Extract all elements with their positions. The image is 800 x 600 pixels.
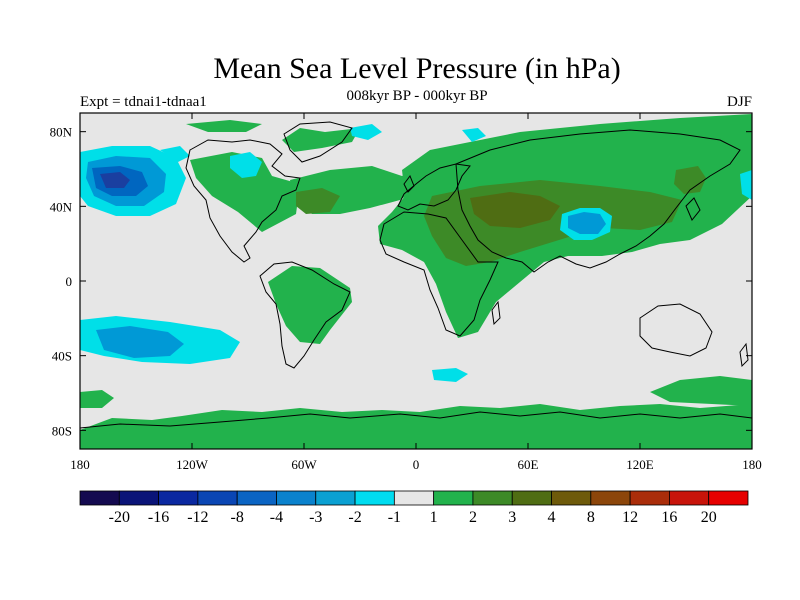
coastlines	[80, 121, 752, 429]
x-tick-label: 60E	[518, 457, 539, 472]
colorbar-label: 1	[430, 509, 438, 526]
x-tick-label: 60W	[291, 457, 317, 472]
negative-anomaly-south-atlantic	[432, 368, 468, 382]
colorbar-swatch	[472, 490, 513, 506]
negative-anomaly-east-pacific	[740, 170, 752, 200]
colorbar-swatch	[315, 490, 356, 506]
colorbar-label: -2	[348, 509, 361, 526]
coastline-africa	[379, 211, 499, 337]
chart-title: Mean Sea Level Pressure (in hPa)	[213, 52, 621, 85]
colorbar-swatch	[669, 490, 710, 506]
x-tick-label: 120W	[176, 457, 209, 472]
colorbar-label: 16	[661, 509, 677, 526]
coastline-south-america	[259, 261, 351, 369]
colorbar-label: -4	[270, 509, 283, 526]
y-tick-label: 40S	[52, 349, 72, 364]
season-label: DJF	[726, 94, 752, 110]
colorbar-swatch	[629, 490, 670, 506]
colorbar-swatch	[118, 490, 159, 506]
colorbar-label: 2	[469, 509, 477, 526]
negative-anomaly-north-pacific-level4	[100, 172, 130, 188]
colorbar-label: 8	[587, 509, 595, 526]
colorbar: -20 -16 -12 -8 -4 -3 -2 -1 1 2 3 4 8 12 16 20	[79, 490, 749, 526]
experiment-label: Expt = tdnai1-tdnaa1	[80, 94, 207, 110]
x-tick-label: 0	[413, 457, 420, 472]
colorbar-label: -20	[109, 509, 130, 526]
positive-anomaly-southern-ocean-east	[650, 376, 752, 406]
coastline-australia	[639, 303, 713, 357]
colorbar-label: 3	[508, 509, 516, 526]
chart-subtitle: 008kyr BP - 000kyr BP	[346, 88, 488, 104]
positive-anomaly-level2-siberia	[674, 166, 706, 194]
negative-anomaly-alaska-coast	[160, 146, 190, 162]
colorbar-swatch	[551, 490, 592, 506]
colorbar-label: 20	[701, 509, 717, 526]
coastline-asia	[455, 129, 741, 273]
y-tick-label: 0	[66, 274, 73, 289]
colorbar-label: 12	[622, 509, 638, 526]
positive-anomaly-level2-atlantic	[296, 188, 340, 214]
negative-anomaly-south-pacific-level2	[96, 326, 184, 358]
colorbar-swatch	[433, 490, 474, 506]
positive-anomaly-north-america	[190, 152, 300, 232]
negative-anomaly-canada	[230, 152, 262, 178]
positive-anomaly-arctic	[186, 120, 262, 132]
colorbar-label: -3	[309, 509, 322, 526]
colorbar-swatch	[158, 490, 199, 506]
colorbar-label: -12	[187, 509, 208, 526]
colorbar-label: -8	[231, 509, 244, 526]
positive-anomaly-level3-asia	[470, 192, 560, 228]
colorbar-swatch	[511, 490, 552, 506]
x-tick-label: 180	[70, 457, 90, 472]
colorbar-label: -16	[148, 509, 169, 526]
positive-anomaly-southern-ocean-west	[80, 390, 114, 408]
positive-anomaly-south-america	[268, 266, 352, 344]
colorbar-label: -1	[388, 509, 401, 526]
y-tick-label: 80S	[52, 423, 72, 438]
y-axis: 80N 40N 0 40S 80S	[50, 125, 752, 438]
positive-anomaly-greenland	[282, 128, 360, 152]
negative-anomaly-tibet-level2	[568, 212, 606, 234]
colorbar-swatch	[197, 490, 238, 506]
coastline-antarctica	[80, 411, 752, 429]
coastline-japan	[685, 197, 701, 221]
coastline-new-zealand	[739, 342, 749, 368]
x-tick-label: 120E	[626, 457, 654, 472]
colorbar-swatch	[354, 490, 395, 506]
colorbar-swatch	[79, 490, 120, 506]
colorbar-swatch	[393, 490, 435, 506]
colorbar-label: 4	[548, 509, 556, 526]
coastline-north-america	[185, 139, 301, 263]
colorbar-swatch	[590, 490, 631, 506]
coastline-uk	[403, 174, 415, 193]
negative-anomaly-arctic-2	[462, 128, 486, 142]
coastline-madagascar	[491, 300, 501, 326]
negative-anomaly-arctic	[350, 124, 382, 140]
colorbar-swatch	[708, 490, 749, 506]
map-plot: 180 120W 60W 0 60E 120E 180 80N 40N 0 40S 80S	[50, 112, 762, 472]
y-tick-label: 80N	[50, 125, 73, 140]
coastline-greenland	[283, 121, 353, 163]
pressure-anomaly-fields	[80, 114, 752, 449]
y-tick-label: 40N	[50, 199, 73, 214]
coastline-europe	[397, 163, 471, 211]
x-tick-label: 180	[742, 457, 762, 472]
x-axis: 180 120W 60W 0 60E 120E 180	[70, 113, 762, 472]
colorbar-swatch	[236, 490, 277, 506]
colorbar-swatch	[276, 490, 317, 506]
